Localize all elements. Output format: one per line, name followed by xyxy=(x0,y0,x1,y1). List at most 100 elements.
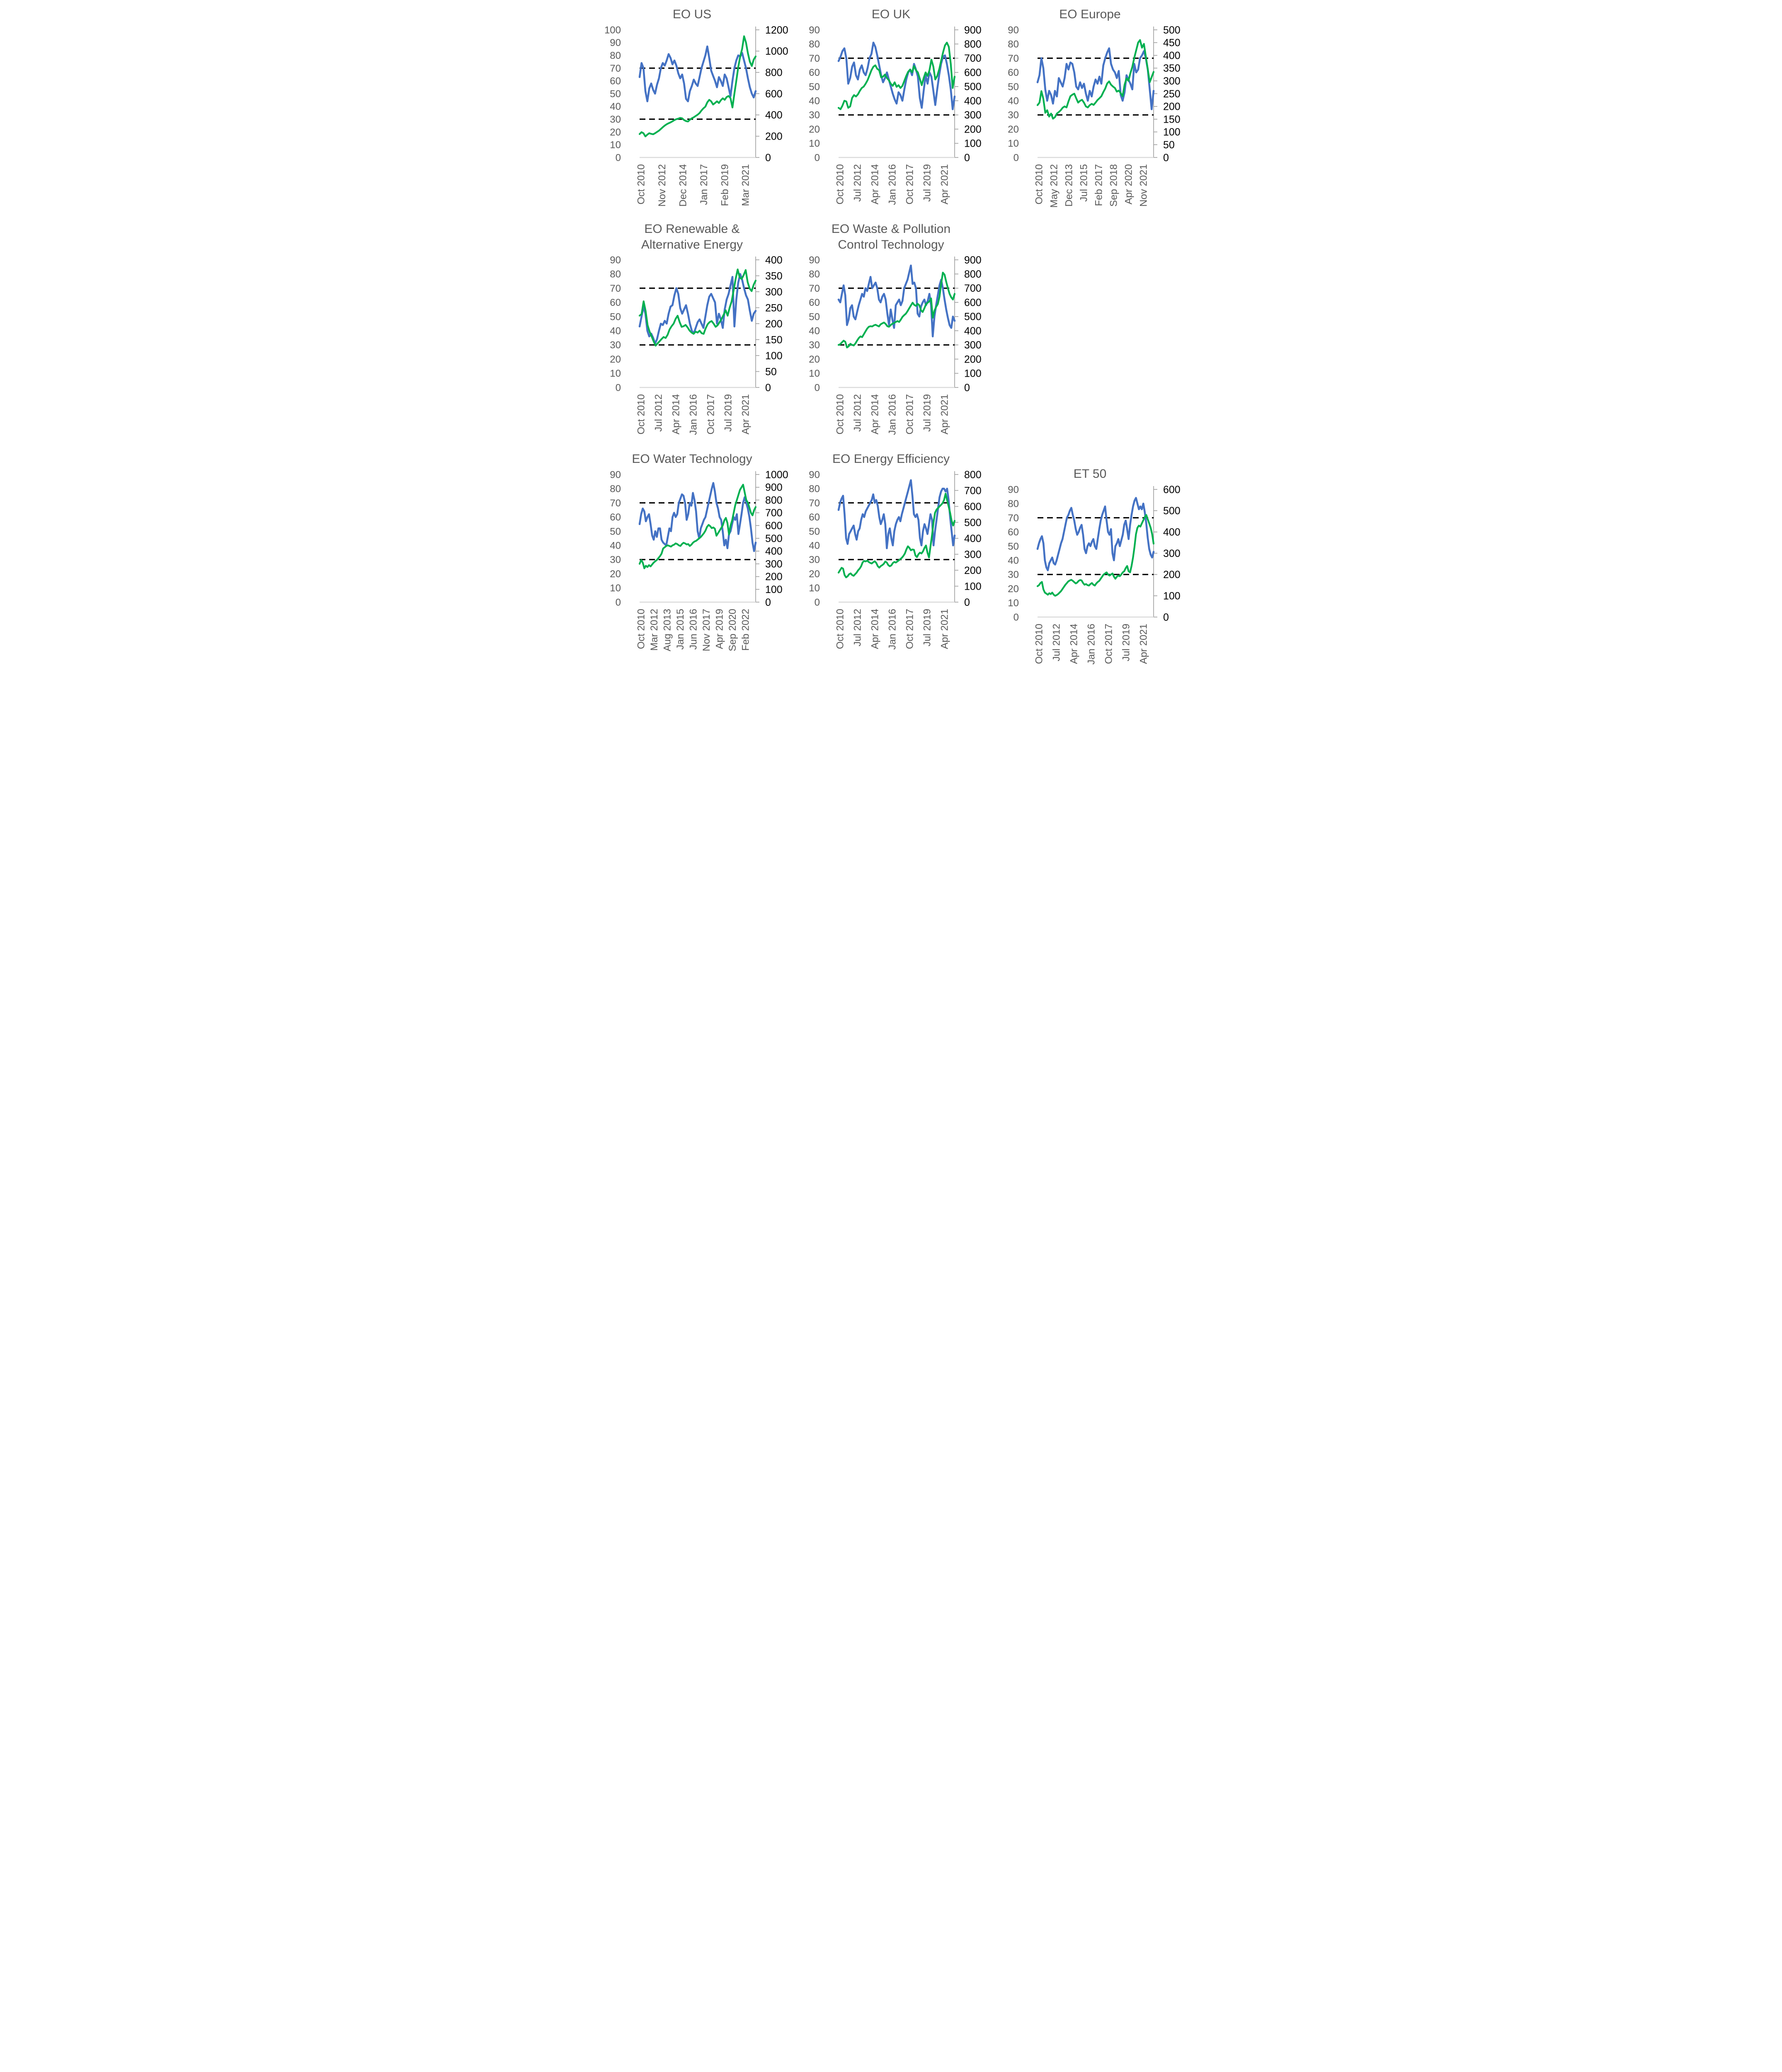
right-axis-tick-label: 100 xyxy=(765,584,783,595)
x-axis-tick-label: Oct 2010 xyxy=(834,394,846,434)
right-axis-tick-label: 50 xyxy=(765,366,777,378)
left-axis-tick-label: 60 xyxy=(1008,527,1019,538)
left-axis-tick-label: 90 xyxy=(809,254,820,266)
right-axis-tick-label: 300 xyxy=(1163,75,1181,87)
right-axis-tick-label: 350 xyxy=(765,270,783,282)
x-axis-tick-label: Jul 2019 xyxy=(921,394,933,432)
rsi-line-series xyxy=(837,264,955,338)
right-axis-tick-label: 200 xyxy=(1163,569,1181,581)
x-axis-tick-label: Jan 2016 xyxy=(887,164,898,205)
right-axis-tick-label: 900 xyxy=(765,482,783,494)
right-axis-tick-label: 400 xyxy=(964,533,982,545)
rsi-line-series xyxy=(1036,497,1154,571)
chart-eo-waste-pollution-control: EO Waste & Pollution Control Technology … xyxy=(792,215,991,445)
chart-eo-uk: EO UK 0 10 20 30 40 50 60 70 80 90 0 100 200 300 400 50… xyxy=(792,0,991,215)
x-axis-tick-label: Apr 2021 xyxy=(740,394,751,434)
right-axis-tick-label: 400 xyxy=(964,95,982,107)
left-axis-tick-label: 10 xyxy=(1008,598,1019,609)
left-axis-tick-label: 50 xyxy=(1008,541,1019,552)
left-axis-tick-label: 10 xyxy=(610,583,621,594)
left-axis-tick-label: 40 xyxy=(809,96,820,107)
left-axis-tick-label: 60 xyxy=(1008,67,1019,78)
x-axis-tick-label: Oct 2010 xyxy=(1033,624,1045,664)
index-line-series xyxy=(1036,514,1154,597)
left-axis-tick-label: 30 xyxy=(610,114,621,125)
left-axis-tick-label: 0 xyxy=(615,597,621,608)
left-axis-tick-label: 60 xyxy=(610,297,621,308)
left-axis-tick-label: 90 xyxy=(610,469,621,480)
left-axis-tick-label: 20 xyxy=(809,124,820,135)
left-axis-tick-label: 10 xyxy=(809,583,820,594)
x-axis-tick-label: Oct 2010 xyxy=(635,609,647,649)
right-axis-tick-label: 800 xyxy=(964,39,982,50)
chart-title: EO Water Technology xyxy=(632,452,752,466)
right-axis-tick-label: 900 xyxy=(964,254,982,266)
left-axis-tick-label: 90 xyxy=(1008,24,1019,36)
right-axis-tick-label: 400 xyxy=(765,546,783,557)
x-axis-tick-label: Oct 2017 xyxy=(904,609,915,649)
chart-title: ET 50 xyxy=(1073,467,1107,481)
right-axis-tick-label: 500 xyxy=(765,533,783,545)
index-line-series xyxy=(638,484,756,569)
left-axis-tick-label: 50 xyxy=(610,526,621,537)
right-axis-tick-label: 100 xyxy=(964,138,982,150)
right-axis-tick-label: 400 xyxy=(1163,526,1181,538)
rsi-line-series xyxy=(1036,47,1154,110)
plot-area: 0102030405060708090050100150200250300350… xyxy=(610,254,783,435)
x-axis-tick-label: Oct 2010 xyxy=(1033,164,1045,204)
index-line-series xyxy=(837,41,955,110)
x-axis-tick-label: Apr 2014 xyxy=(869,394,880,434)
right-axis-tick-label: 100 xyxy=(1163,590,1181,602)
right-axis-tick-label: 450 xyxy=(1163,37,1181,49)
chart-title: EO US xyxy=(672,7,712,21)
x-axis-tick-label: Jan 2017 xyxy=(698,164,709,205)
left-axis-tick-label: 80 xyxy=(1008,39,1019,50)
x-axis-tick-label: Apr 2019 xyxy=(714,609,725,649)
empty-cell xyxy=(991,215,1190,445)
left-axis-tick-label: 80 xyxy=(809,484,820,495)
right-axis-tick-label: 800 xyxy=(964,269,982,280)
right-axis-tick-label: 0 xyxy=(964,152,970,164)
left-axis-tick-label: 60 xyxy=(809,297,820,308)
x-axis-tick-label: Apr 2020 xyxy=(1123,164,1134,204)
left-axis-tick-label: 20 xyxy=(809,569,820,580)
x-axis-tick-label: Apr 2021 xyxy=(939,164,950,204)
right-axis-tick-label: 0 xyxy=(765,152,771,164)
x-axis-tick-label: May 2012 xyxy=(1048,164,1060,208)
chart-eo-energy-efficiency: EO Energy Efficiency 0 10 20 30 40 50 60 70 80 90… xyxy=(792,445,991,674)
x-axis-tick-label: Jul 2012 xyxy=(653,394,664,432)
right-axis-tick-label: 400 xyxy=(765,254,783,266)
left-axis-tick-label: 10 xyxy=(809,138,820,149)
x-axis-tick-label: Feb 2019 xyxy=(719,164,730,206)
x-axis-tick-label: Aug 2013 xyxy=(662,609,673,651)
x-axis-tick-label: Mar 2021 xyxy=(740,164,751,206)
index-line-series xyxy=(837,271,955,349)
right-axis-tick-label: 500 xyxy=(964,81,982,93)
right-axis-tick-label: 100 xyxy=(1163,126,1181,138)
left-axis-tick-label: 50 xyxy=(809,526,820,537)
x-axis-tick-label: Jul 2015 xyxy=(1078,164,1089,202)
right-axis-tick-label: 250 xyxy=(765,302,783,314)
plot-area: 0102030405060708090050100150200250300350… xyxy=(1008,24,1181,208)
left-axis-tick-label: 70 xyxy=(1008,513,1019,524)
x-axis-tick-label: Jul 2019 xyxy=(1120,624,1132,661)
left-axis-tick-label: 30 xyxy=(809,554,820,566)
left-axis-tick-label: 60 xyxy=(610,512,621,523)
x-axis-tick-label: Sep 2018 xyxy=(1108,164,1119,207)
left-axis-tick-label: 70 xyxy=(809,53,820,64)
rsi-line-series xyxy=(837,479,955,549)
plot-area: 0 10 20 30 40 50 60 70 80 90 0 100 200 300 400 500 600 70… xyxy=(809,469,982,650)
left-axis-tick-label: 30 xyxy=(610,554,621,566)
chart-grid: EO US 0 10 20 30 40 50 60 70 80 90 100 0 200 400 600 80… xyxy=(593,0,1190,674)
right-axis-tick-label: 300 xyxy=(964,109,982,121)
x-axis-tick-label: Nov 2012 xyxy=(657,164,668,207)
right-axis-tick-label: 400 xyxy=(1163,50,1181,61)
right-axis-tick-label: 700 xyxy=(964,283,982,294)
right-axis-tick-label: 250 xyxy=(1163,88,1181,100)
left-axis-tick-label: 60 xyxy=(809,67,820,78)
x-axis-tick-label: Jan 2016 xyxy=(1086,624,1097,665)
chart-eo-water-technology: EO Water Technology 0 10 20 30 40 50 60 70 80 90 0… xyxy=(593,445,792,674)
right-axis-tick-label: 600 xyxy=(1163,484,1181,496)
rsi-line-series xyxy=(638,273,756,345)
x-axis-tick-label: Jul 2012 xyxy=(852,609,863,646)
